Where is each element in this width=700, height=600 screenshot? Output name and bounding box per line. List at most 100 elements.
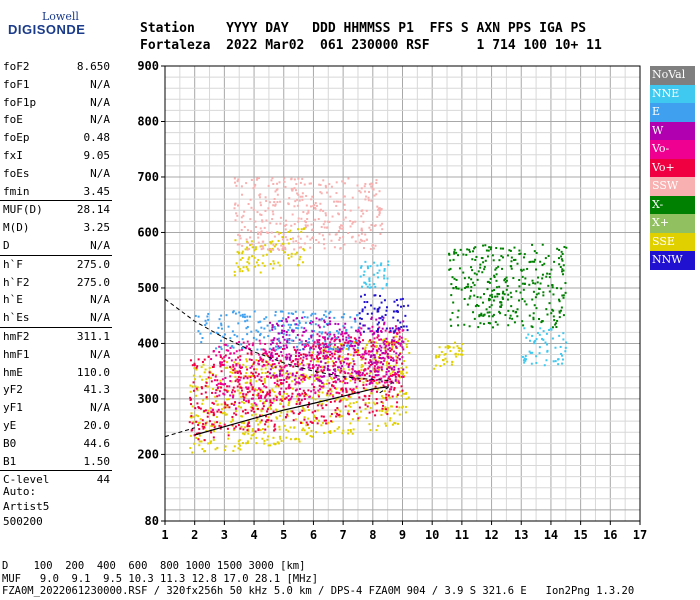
data-point [311,354,314,357]
data-point [324,310,327,313]
data-point [261,219,264,222]
data-point [518,299,521,302]
data-point [268,351,271,354]
data-point [332,385,335,388]
data-point [236,335,239,338]
data-point [332,381,335,384]
data-point [265,199,268,202]
data-point [280,366,283,369]
data-point [368,394,371,397]
data-point [300,399,303,402]
data-point [230,402,233,405]
data-point [323,325,326,328]
data-point [363,324,366,327]
data-point [381,327,384,330]
data-point [365,344,368,347]
data-point [246,411,249,414]
data-point [198,406,201,409]
data-point [249,378,252,381]
data-point [245,265,248,268]
data-point [192,374,195,377]
data-point [307,344,310,347]
data-point [197,315,200,318]
data-point [273,363,276,366]
data-point [494,295,497,298]
data-point [343,182,346,185]
x-tick-label: 7 [340,528,347,542]
data-point [538,333,541,336]
data-point [379,224,382,227]
data-point [391,343,394,346]
data-point [329,392,332,395]
data-point [308,377,311,380]
data-point [314,398,317,401]
data-point [301,192,304,195]
data-point [300,246,303,249]
data-point [380,368,383,371]
data-point [195,368,198,371]
data-point [397,367,400,370]
data-point [326,333,329,336]
data-point [244,248,247,251]
data-point [306,423,309,426]
data-point [278,337,281,340]
data-point [219,363,222,366]
data-point [367,196,370,199]
data-point [272,248,275,251]
data-point [246,319,249,322]
data-point [282,233,285,236]
data-point [325,186,328,189]
data-point [311,396,314,399]
data-point [221,412,224,415]
data-point [372,348,375,351]
data-point [246,391,249,394]
data-point [234,371,237,374]
data-point [245,327,248,330]
param-row: yF2 41.3 [0,381,112,399]
data-point [404,405,407,408]
data-point [232,365,235,368]
data-point [529,351,532,354]
data-point [311,320,314,323]
data-point [220,322,223,325]
data-point [275,396,278,399]
data-point [369,350,372,353]
data-point [504,314,507,317]
data-point [532,318,535,321]
data-point [338,426,341,429]
data-point [449,259,452,262]
data-point [361,353,364,356]
param-key: MUF(D) [3,203,43,217]
data-point [394,422,397,425]
data-point [269,248,272,251]
data-point [309,348,312,351]
data-point [224,413,227,416]
data-point [291,392,294,395]
data-point [237,440,240,443]
data-point [335,415,338,418]
data-point [399,352,402,355]
data-point [396,401,399,404]
data-point [298,382,301,385]
data-point [462,253,465,256]
data-point [513,258,516,261]
data-point [385,306,388,309]
data-point [263,348,266,351]
data-point [223,343,226,346]
data-point [490,246,493,249]
data-point [348,368,351,371]
data-point [268,393,271,396]
data-point [310,205,313,208]
data-point [370,345,373,348]
data-point [386,413,389,416]
data-point [338,226,341,229]
data-point [252,434,255,437]
data-point [338,366,341,369]
data-point [285,372,288,375]
data-point [472,250,475,253]
data-point [548,328,551,331]
footer: D 100 200 400 600 800 1000 1500 3000 [km… [2,560,634,598]
data-point [359,275,362,278]
data-point [320,415,323,418]
data-point [247,269,250,272]
